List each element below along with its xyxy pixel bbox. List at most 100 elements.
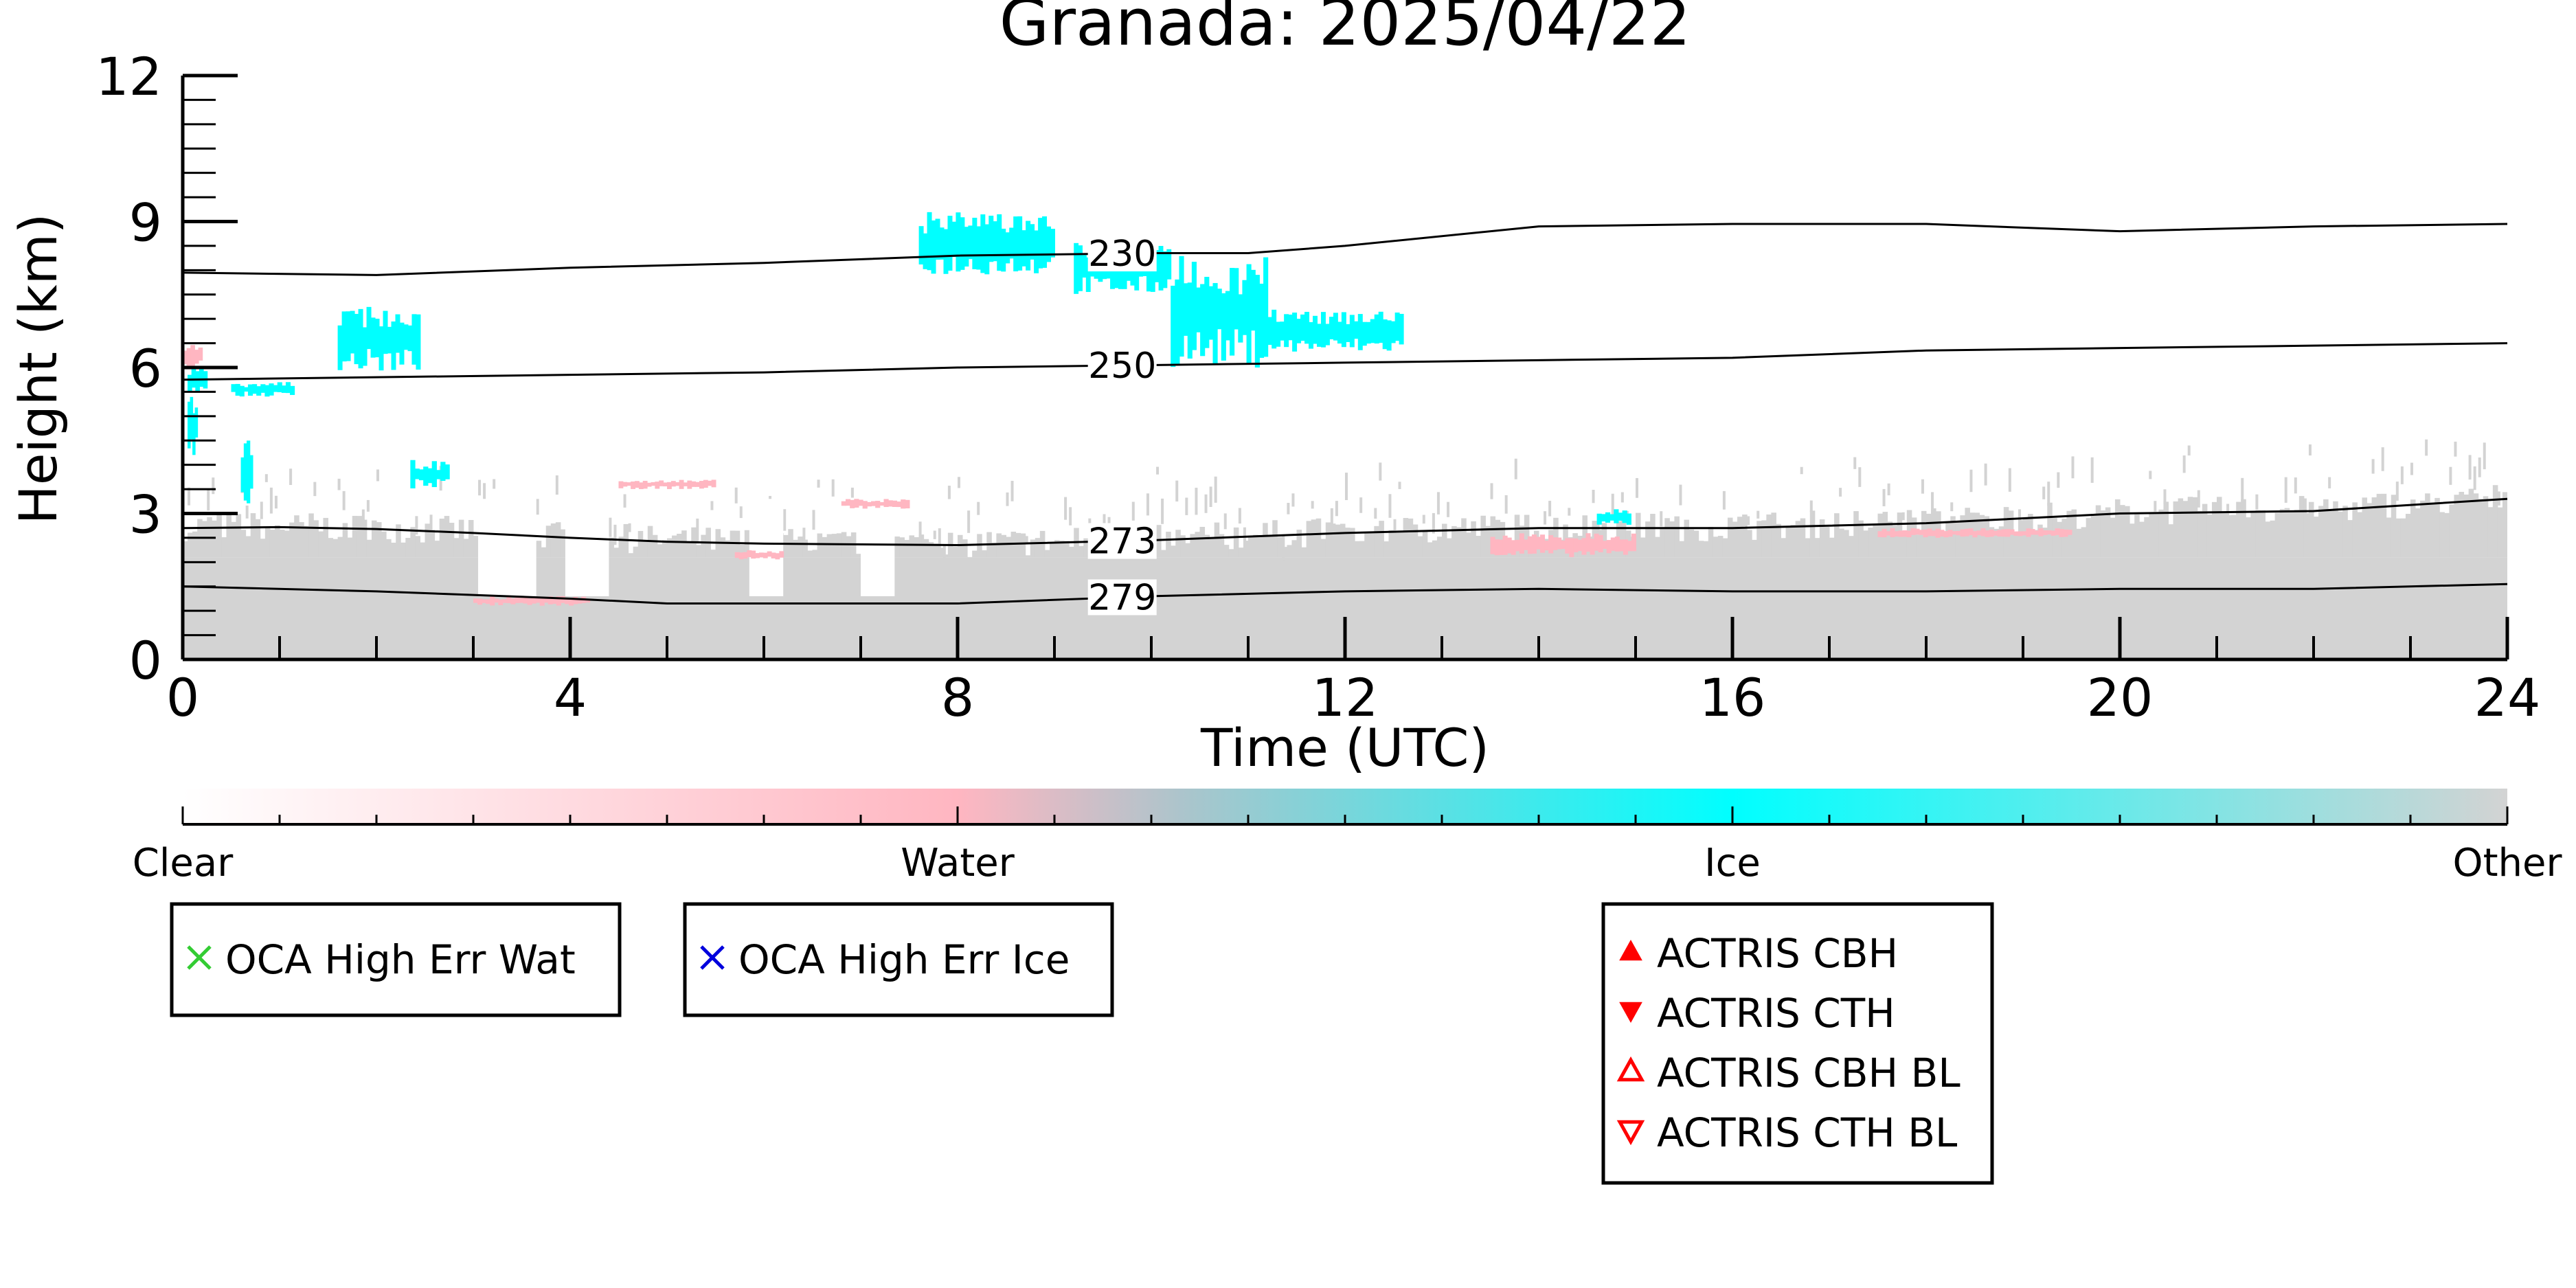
- other-column: [1688, 529, 1695, 558]
- cloud-pixel-column: [407, 325, 413, 352]
- other-column: [1849, 536, 1854, 558]
- cloud-pixel-column: [980, 214, 986, 273]
- other-speckle: [2154, 501, 2157, 512]
- other-column: [357, 516, 363, 558]
- other-column: [962, 539, 968, 558]
- water-cloud-patch: [841, 499, 910, 509]
- cloud-pixel-column: [482, 599, 487, 603]
- cloud-pixel-column: [264, 385, 270, 397]
- cloud-pixel-column: [663, 482, 668, 487]
- other-column: [2211, 501, 2217, 558]
- cloud-pixel-column: [391, 321, 396, 370]
- contour-273-label: 273: [1088, 521, 1156, 563]
- cloud-pixel-column: [1021, 230, 1027, 267]
- water-cloud-patch: [1490, 533, 1636, 558]
- other-column: [2425, 493, 2430, 558]
- cloud-pixel-column: [498, 599, 504, 605]
- other-speckle: [831, 479, 835, 497]
- other-column: [2134, 514, 2140, 558]
- legend-marker-icon: [1619, 939, 1642, 961]
- cloud-pixel-column: [1242, 280, 1247, 335]
- cloud-pixel-column: [968, 225, 973, 260]
- cloud-pixel-column: [440, 462, 446, 482]
- other-column: [894, 536, 900, 558]
- cloud-pixel-column: [1038, 218, 1043, 269]
- other-speckle: [1069, 507, 1072, 526]
- other-speckle: [1984, 463, 1987, 486]
- cloud-pixel-column: [2042, 530, 2048, 535]
- other-speckle: [623, 494, 626, 508]
- cloud-pixel-column: [1626, 513, 1631, 525]
- other-column: [783, 534, 789, 558]
- other-column: [1219, 534, 1225, 558]
- y-tick-label: 3: [129, 484, 162, 545]
- cloud-pixel-column: [531, 598, 536, 604]
- cloud-pixel-column: [477, 598, 483, 605]
- other-speckle: [2478, 457, 2481, 477]
- other-speckle: [337, 478, 341, 490]
- other-column: [2342, 506, 2348, 558]
- cloud-pixel-column: [896, 501, 902, 508]
- water-cloud-patch: [734, 550, 784, 560]
- other-column: [2129, 523, 2135, 558]
- other-column: [2483, 496, 2489, 558]
- other-column: [1480, 515, 1486, 558]
- other-column: [609, 537, 614, 558]
- other-column: [1761, 520, 1767, 558]
- cloud-pixel-column: [755, 553, 760, 558]
- cloud-pixel-column: [1980, 528, 1986, 536]
- cloud-pixel-column: [1225, 291, 1231, 341]
- cloud-pixel-column: [473, 598, 479, 603]
- other-column: [1713, 536, 1719, 558]
- cloud-pixel-column: [1267, 317, 1273, 346]
- other-column: [2274, 512, 2281, 558]
- ice-cloud-patch: [240, 440, 253, 504]
- cloud-pixel-column: [269, 383, 274, 396]
- cloud-pixel-column: [247, 440, 251, 504]
- other-column: [1887, 521, 1893, 558]
- other-speckle: [188, 487, 191, 506]
- other-column: [420, 542, 425, 558]
- other-column: [391, 543, 396, 558]
- other-column: [2202, 504, 2208, 558]
- ice-cloud-patch: [1596, 509, 1631, 525]
- cloud-pixel-column: [436, 470, 442, 479]
- other-column: [2260, 510, 2266, 558]
- cloud-pixel-column: [939, 227, 945, 260]
- other-column: [396, 524, 401, 558]
- cloud-pixel-column: [747, 550, 752, 558]
- cloud-pixel-column: [1610, 537, 1616, 551]
- other-speckle: [1679, 484, 1682, 506]
- other-column: [2289, 511, 2295, 558]
- cloud-pixel-column: [972, 217, 978, 269]
- other-speckle: [313, 482, 317, 497]
- cloud-pixel-column: [337, 325, 343, 370]
- cloud-pixel-column: [1993, 530, 1998, 536]
- cloud-pixel-column: [1320, 312, 1326, 348]
- other-column: [1432, 540, 1438, 558]
- cloud-pixel-column: [751, 550, 756, 559]
- cloud-pixel-column: [490, 596, 495, 606]
- other-column: [2492, 485, 2498, 558]
- cloud-pixel-column: [411, 314, 417, 365]
- other-speckle: [1950, 502, 1954, 512]
- other-column: [613, 547, 619, 558]
- cloud-pixel-column: [585, 598, 591, 603]
- cloud-pixel-column: [659, 480, 664, 486]
- cloud-pixel-column: [1296, 319, 1302, 343]
- other-column: [1955, 522, 1961, 558]
- other-speckle: [2042, 486, 2046, 499]
- other-column: [245, 536, 251, 558]
- cloud-pixel-column: [1569, 538, 1574, 558]
- cloud-pixel-column: [1221, 293, 1226, 361]
- cloud-pixel-column: [960, 217, 965, 270]
- other-column: [2420, 500, 2426, 558]
- cloud-pixel-column: [1886, 531, 1891, 536]
- other-column: [2100, 510, 2106, 558]
- other-column: [807, 550, 813, 558]
- cloud-pixel-column: [1017, 216, 1023, 271]
- other-column: [2197, 511, 2203, 558]
- cloud-pixel-column: [1557, 537, 1562, 550]
- cloud-pixel-column: [1956, 530, 1961, 536]
- other-column: [2386, 517, 2392, 558]
